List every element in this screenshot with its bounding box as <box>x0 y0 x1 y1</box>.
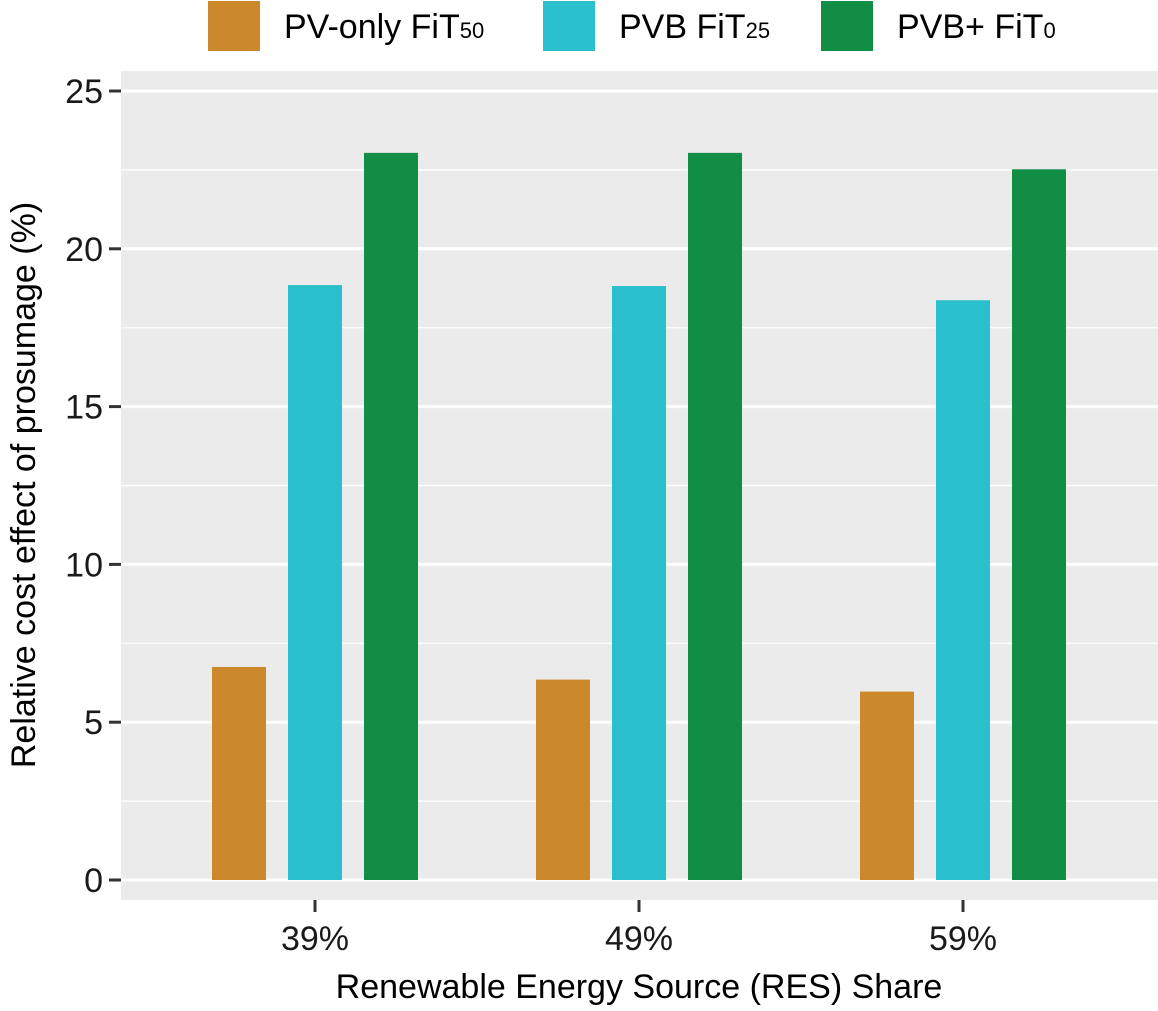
bar <box>860 691 914 880</box>
x-axis-title: Renewable Energy Source (RES) Share <box>336 968 943 1006</box>
bar <box>936 300 990 880</box>
y-tick-label: 25 <box>65 73 103 111</box>
y-tick-label: 0 <box>84 862 103 900</box>
bar <box>364 152 418 880</box>
y-axis-title: Relative cost effect of prosumage (%) <box>5 202 43 768</box>
legend: PV-only FiT50 PVB FiT25 PVB+ FiT0 <box>208 1 1056 51</box>
x-axis: 39% 49% 59% <box>281 900 997 958</box>
legend-label: PVB FiT25 <box>619 8 770 46</box>
y-tick-label: 20 <box>65 231 103 269</box>
bar <box>288 285 342 880</box>
bar <box>1012 169 1066 880</box>
legend-item: PV-only FiT50 <box>208 1 484 51</box>
legend-label: PVB+ FiT0 <box>897 8 1056 46</box>
y-tick-label: 10 <box>65 546 103 584</box>
bar <box>536 679 590 880</box>
legend-key <box>821 1 873 51</box>
x-tick-label: 39% <box>281 920 349 958</box>
legend-item: PVB+ FiT0 <box>821 1 1056 51</box>
legend-key <box>208 1 260 51</box>
legend-key <box>543 1 595 51</box>
x-tick-label: 59% <box>929 920 997 958</box>
y-axis: 0 5 10 15 20 25 <box>65 73 121 900</box>
bar <box>212 666 266 880</box>
legend-label: PV-only FiT50 <box>284 8 484 46</box>
bars <box>212 152 1066 881</box>
x-tick-label: 49% <box>605 920 673 958</box>
bar <box>688 152 742 880</box>
y-tick-label: 15 <box>65 389 103 427</box>
legend-item: PVB FiT25 <box>543 1 770 51</box>
y-tick-label: 5 <box>84 704 103 742</box>
bar <box>612 286 666 881</box>
